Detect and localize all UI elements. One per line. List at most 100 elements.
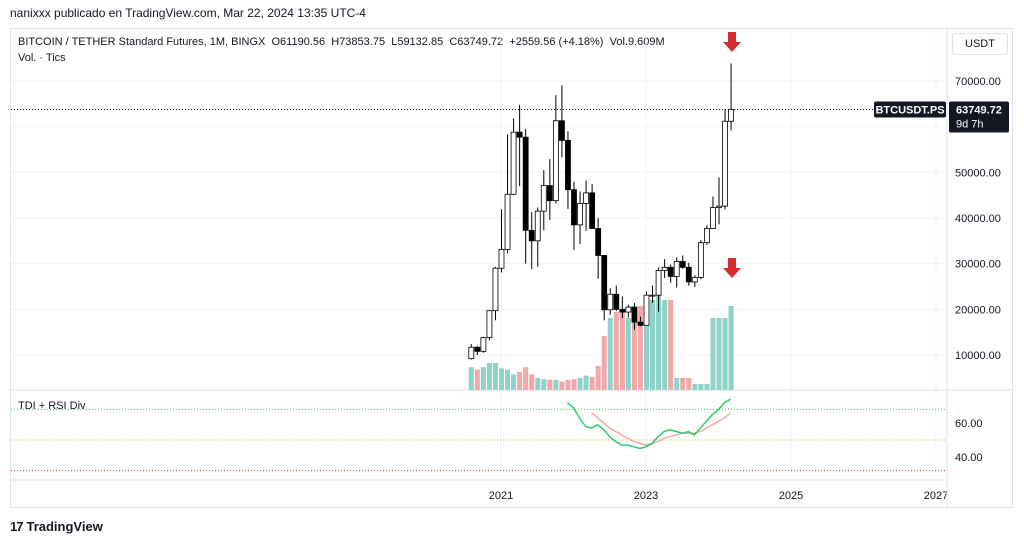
candle-body	[498, 249, 505, 269]
volume-bar	[601, 336, 607, 390]
price-axis-tick: 50000.00	[955, 167, 1001, 179]
footer-branding: 17 TradingView	[10, 519, 103, 534]
volume-bar	[517, 372, 523, 390]
ohlc-high: H73853.75	[331, 36, 386, 48]
volume-bar	[541, 379, 547, 390]
candle-body	[607, 293, 614, 311]
volume-bar	[492, 363, 498, 390]
candle-body	[655, 270, 662, 296]
down-arrow-icon	[723, 258, 741, 278]
candle-body	[697, 242, 704, 278]
volume-bar	[686, 378, 692, 390]
candle-body	[583, 192, 589, 204]
candle-body	[552, 120, 559, 202]
candle-body	[589, 192, 596, 229]
volume-bar	[656, 294, 662, 390]
volume-bar	[631, 318, 637, 390]
candle-body	[685, 266, 692, 283]
volume-bar	[625, 318, 631, 390]
volume-bar	[674, 378, 680, 390]
candle-body	[595, 228, 602, 256]
ohlc-close: C63749.72	[449, 36, 504, 48]
candle-body	[661, 266, 668, 271]
volume-legend[interactable]: Vol. · Tics	[18, 52, 66, 64]
volume-bar	[547, 379, 553, 390]
chart-frame	[10, 28, 1013, 508]
candle-body	[704, 228, 710, 244]
candle-body	[637, 321, 644, 326]
symbol-name[interactable]: BITCOIN / TETHER Standard Futures, 1M, B…	[18, 36, 266, 48]
candle-body	[601, 255, 608, 311]
tradingview-logo-icon: 17	[10, 519, 24, 534]
volume-bar	[662, 300, 668, 390]
volume-bar	[728, 306, 734, 390]
currency-button[interactable]: USDT	[952, 33, 1008, 55]
chart-publication-header: nanixxx publicado en TradingView.com, Ma…	[10, 6, 366, 20]
candle-body	[728, 109, 734, 122]
candle-body	[716, 205, 722, 208]
price-tag-value: 63749.72	[956, 105, 1002, 117]
symbol-tag-bg	[874, 101, 946, 118]
volume-bar	[698, 384, 704, 390]
candle-body	[504, 193, 511, 250]
volume-bar	[529, 374, 535, 390]
volume-bar	[474, 369, 480, 390]
volume-bar	[613, 312, 619, 390]
candle-body	[710, 207, 716, 229]
volume-bar	[692, 384, 698, 390]
arrow-head	[723, 42, 741, 52]
volume-bar	[637, 306, 643, 390]
candle-body	[510, 131, 517, 195]
time-axis-tick: 2021	[489, 490, 513, 502]
down-arrow-icon	[723, 32, 741, 52]
brand-name: TradingView	[26, 519, 103, 534]
price-tag-bg	[949, 101, 1009, 133]
indicator-axis-tick: 60.00	[955, 418, 983, 430]
volume-bar	[644, 306, 649, 390]
candle-body	[474, 346, 481, 352]
price-change: +2559.56 (+4.18%)	[509, 36, 604, 48]
volume-bar	[589, 376, 595, 390]
candle-body	[673, 260, 680, 277]
candle-body	[631, 306, 638, 323]
candle-body	[691, 276, 698, 283]
candle-body	[625, 306, 632, 313]
price-axis-tick: 30000.00	[955, 259, 1001, 271]
volume-bar	[710, 318, 716, 390]
volume-bar	[595, 366, 601, 390]
volume-bar	[499, 368, 504, 390]
candle-body	[571, 189, 577, 226]
candle-body	[492, 267, 499, 312]
volume-bar	[565, 379, 571, 390]
candle-body	[486, 310, 493, 339]
volume-bar	[571, 379, 577, 390]
time-axis-tick: 2023	[634, 490, 658, 502]
price-tag-countdown: 9d 7h	[956, 119, 984, 131]
candle-body	[613, 293, 620, 310]
volume-bar	[480, 367, 486, 390]
candle-body	[546, 185, 553, 202]
volume-bar	[486, 363, 492, 390]
candle-body	[679, 260, 686, 268]
volume-bar	[523, 367, 529, 390]
volume-bar	[668, 300, 674, 390]
volume-bar	[704, 384, 710, 390]
volume-bar	[650, 300, 656, 390]
symbol-legend: BITCOIN / TETHER Standard Futures, 1M, B…	[18, 36, 665, 48]
candle-body	[643, 294, 650, 326]
price-axis-tick: 20000.00	[955, 304, 1001, 316]
volume-bar	[511, 374, 517, 390]
signal-line	[591, 412, 732, 446]
volume-bar	[468, 367, 474, 390]
volume-bar	[577, 378, 583, 390]
price-axis-tick: 70000.00	[955, 76, 1001, 88]
time-axis-tick: 2025	[779, 490, 803, 502]
volume-bar	[535, 378, 541, 390]
candle-body	[522, 136, 529, 231]
arrow-shaft	[728, 258, 736, 268]
arrow-shaft	[728, 32, 736, 42]
candle-body	[480, 337, 487, 352]
time-axis-tick: 2027	[924, 490, 948, 502]
volume-value: Vol.9.609M	[609, 36, 665, 48]
